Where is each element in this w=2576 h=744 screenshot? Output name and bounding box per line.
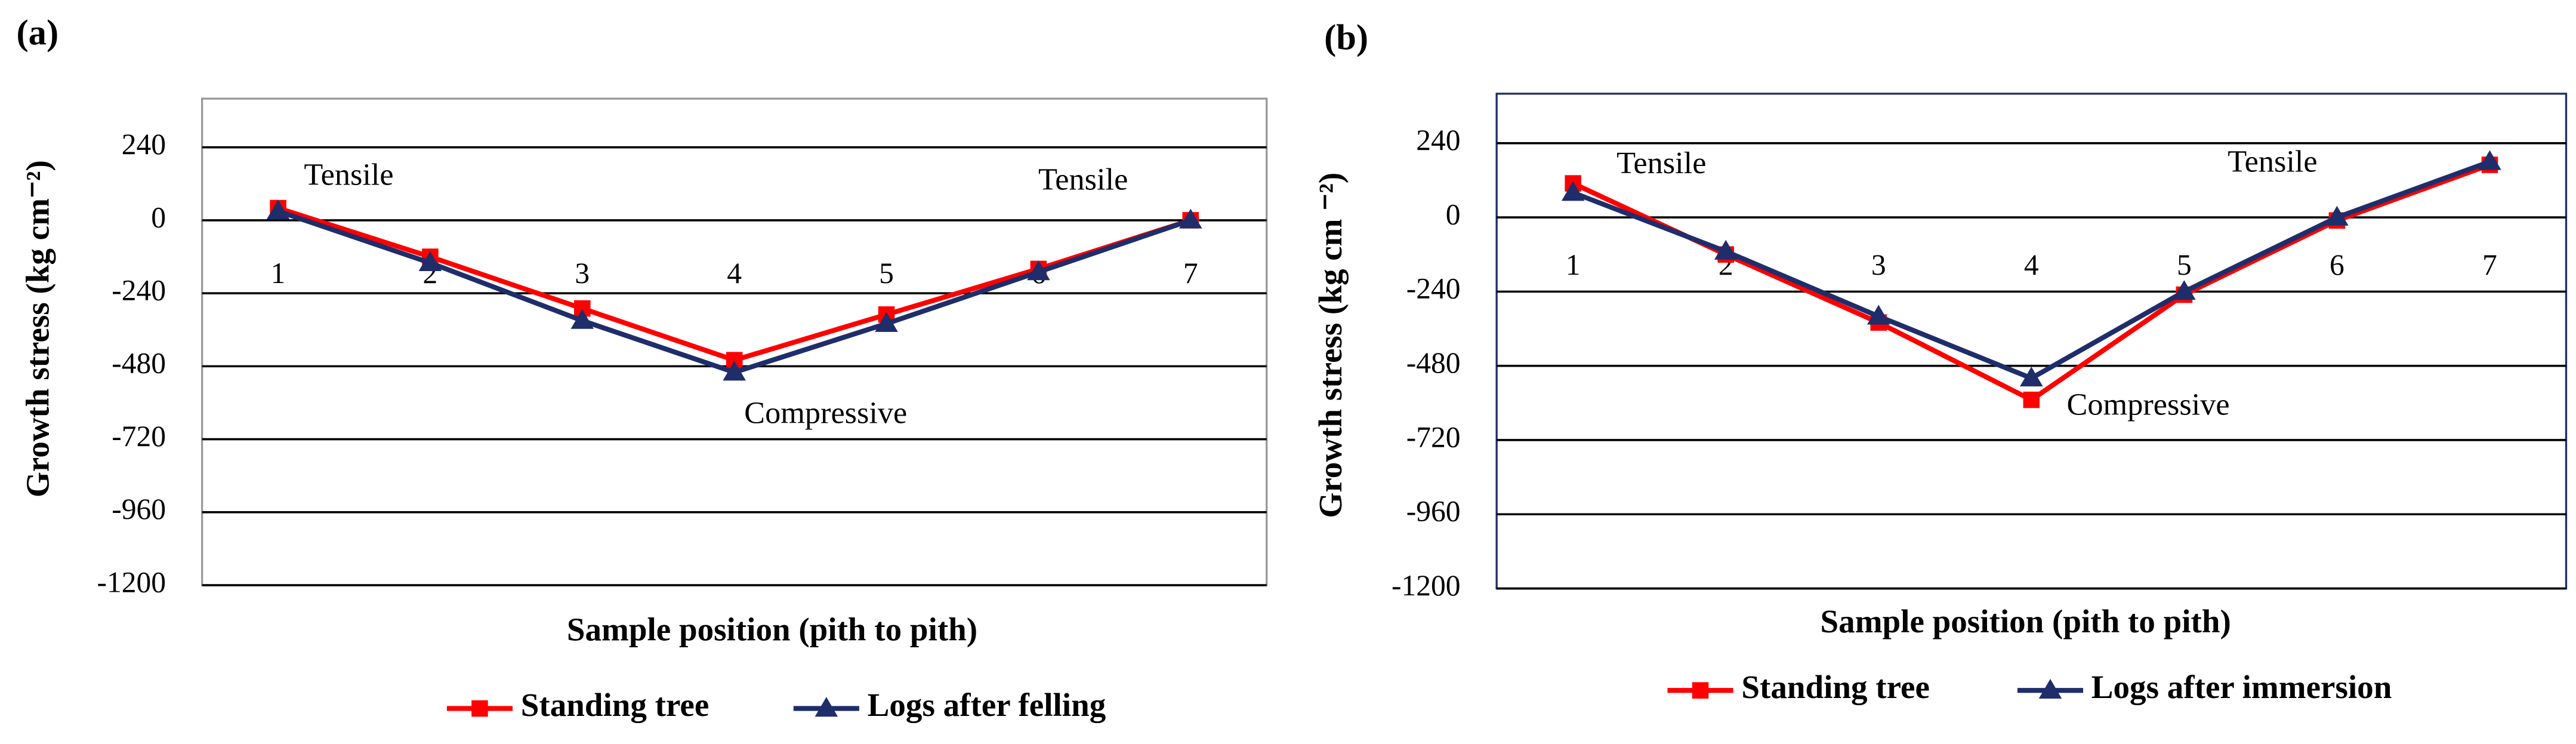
x-tick-label: 3 [575, 257, 590, 290]
marker [815, 697, 838, 717]
marker [2325, 205, 2349, 226]
panel-label: (b) [1324, 18, 1368, 58]
y-axis-title: Growth stress (kg cm ⁻²) [1312, 173, 1349, 518]
marker [1027, 260, 1050, 281]
marker [2023, 391, 2040, 408]
y-tick-label: -240 [1406, 272, 1461, 305]
legend-label: Standing tree [1741, 669, 1930, 705]
annotation: Tensile [1038, 162, 1128, 197]
marker [266, 199, 290, 220]
marker [418, 251, 442, 271]
marker [2020, 367, 2043, 387]
y-tick-label: -1200 [97, 565, 166, 598]
y-tick-label: 0 [1446, 198, 1461, 230]
legend-label: Standing tree [521, 687, 709, 723]
y-tick-label: -960 [1406, 495, 1461, 528]
y-tick-label: -960 [112, 493, 166, 525]
marker [2173, 280, 2196, 300]
x-tick-label: 4 [727, 257, 742, 290]
x-tick-label: 6 [2330, 248, 2344, 281]
marker [2478, 150, 2501, 170]
y-tick-label: -480 [1406, 346, 1461, 379]
annotation: Compressive [744, 396, 907, 431]
y-tick-label: -720 [1406, 420, 1461, 453]
data-line [1572, 162, 2491, 403]
y-tick-label: 0 [151, 201, 166, 233]
y-tick-label: -480 [112, 347, 166, 380]
panel-label: (a) [17, 13, 59, 53]
marker [1867, 305, 1890, 325]
annotation: Tensile [304, 157, 393, 192]
legend-label: Logs after immersion [2091, 669, 2392, 705]
x-tick-label: 1 [271, 257, 286, 290]
y-tick-label: -1200 [1392, 569, 1461, 602]
marker [1692, 682, 1709, 699]
y-tick-label: -720 [112, 420, 166, 453]
x-tick-label: 7 [1183, 257, 1198, 290]
marker [723, 361, 746, 381]
x-tick-label: 4 [2024, 248, 2039, 281]
marker [1714, 239, 1738, 260]
y-tick-label: 240 [1416, 124, 1460, 156]
y-tick-label: -240 [112, 274, 166, 307]
marker [2038, 678, 2062, 699]
x-axis-title: Sample position (pith to pith) [1821, 603, 2231, 640]
x-tick-label: 3 [1871, 248, 1886, 281]
legend-label: Logs after felling [868, 687, 1106, 723]
marker [875, 312, 898, 332]
annotation: Tensile [1616, 146, 1706, 180]
x-tick-label: 5 [2177, 248, 2192, 281]
marker [471, 700, 488, 717]
y-tick-label: 240 [122, 128, 166, 161]
x-tick-label: 1 [1566, 248, 1581, 281]
annotation: Tensile [2228, 144, 2317, 179]
marker [1179, 208, 1202, 229]
x-axis-title: Sample position (pith to pith) [567, 611, 977, 648]
x-tick-label: 7 [2482, 248, 2497, 281]
x-tick-label: 5 [879, 257, 894, 290]
annotation: Compressive [2067, 388, 2230, 422]
marker [570, 309, 594, 329]
marker [1561, 181, 1585, 201]
y-axis-title: Growth stress (kg cm⁻²) [19, 160, 55, 497]
chart-panel: (a)2400-240-480-720-960-12001234567Growt… [17, 13, 1268, 723]
data-line [277, 208, 1192, 375]
